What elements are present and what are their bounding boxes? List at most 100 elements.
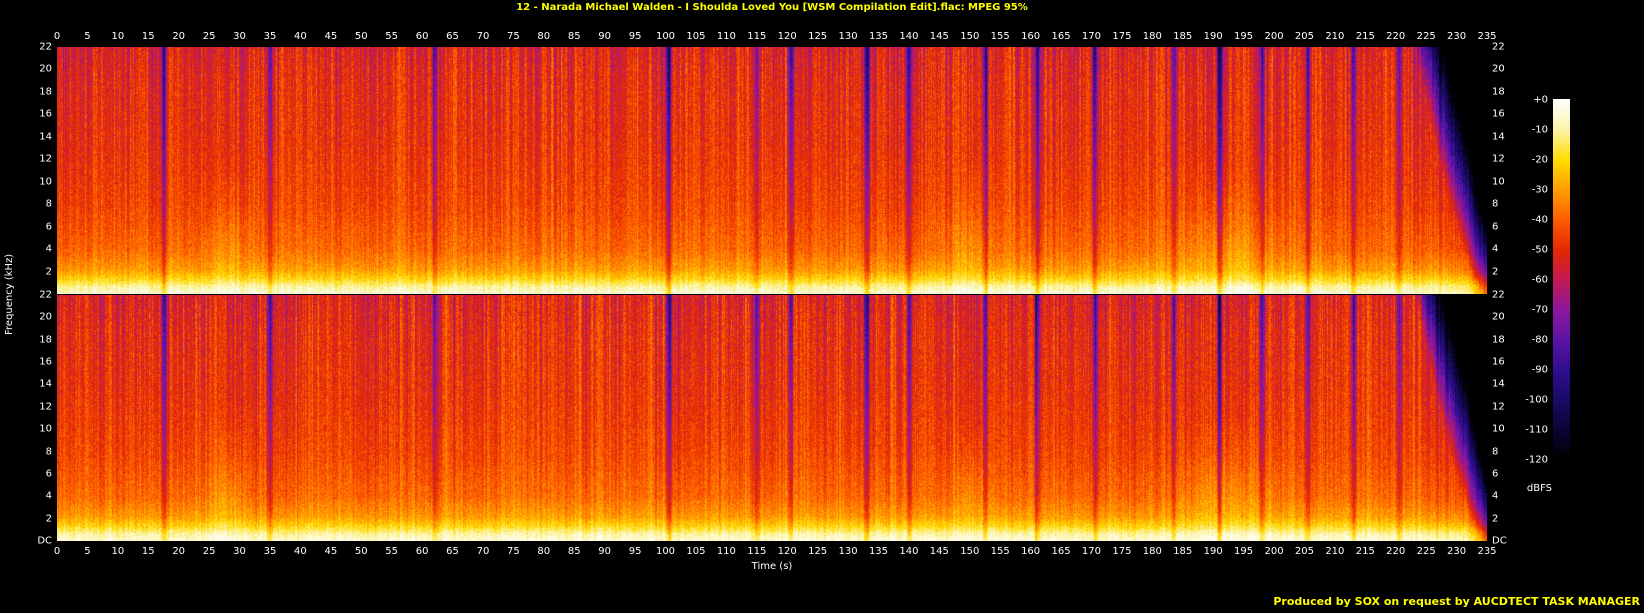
freq-tick-label: 10 bbox=[1492, 423, 1505, 435]
freq-axis-title: Frequency (kHz) bbox=[4, 253, 15, 335]
time-tick-label: 180 bbox=[1142, 31, 1162, 42]
time-tick-label: 60 bbox=[415, 546, 429, 557]
time-tick-label: 85 bbox=[567, 546, 581, 557]
freq-tick-label: 6 bbox=[45, 221, 52, 233]
time-tick-label: 125 bbox=[808, 31, 828, 42]
freq-tick-label: 20 bbox=[1492, 63, 1505, 75]
time-tick-label: 195 bbox=[1234, 546, 1254, 557]
time-tick-label: 220 bbox=[1386, 546, 1406, 557]
time-tick-label: 30 bbox=[233, 546, 246, 557]
freq-tick-label: 18 bbox=[1492, 334, 1505, 346]
time-tick-label: 160 bbox=[1021, 31, 1041, 42]
time-tick-label: 205 bbox=[1294, 546, 1314, 557]
legend-tick-label: -90 bbox=[1531, 364, 1548, 376]
dc-label: DC bbox=[37, 535, 52, 547]
time-tick-label: 235 bbox=[1477, 31, 1497, 42]
time-tick-label: 95 bbox=[628, 546, 642, 557]
time-tick-label: 65 bbox=[446, 546, 459, 557]
freq-tick-label: 8 bbox=[45, 198, 52, 210]
footer-credit: Produced by SOX on request by AUCDTECT T… bbox=[1273, 595, 1640, 608]
time-tick-label: 100 bbox=[655, 546, 676, 557]
time-tick-label: 155 bbox=[990, 31, 1010, 42]
time-tick-label: 10 bbox=[111, 31, 125, 42]
time-tick-label: 185 bbox=[1173, 546, 1193, 557]
time-tick-label: 35 bbox=[263, 31, 277, 42]
time-tick-label: 0 bbox=[53, 546, 61, 557]
freq-tick-label: 6 bbox=[1492, 221, 1499, 233]
legend-tick-label: -50 bbox=[1531, 244, 1548, 256]
time-tick-label: 20 bbox=[172, 31, 186, 42]
time-tick-label: 170 bbox=[1081, 546, 1101, 557]
time-tick-label: 130 bbox=[838, 546, 858, 557]
time-tick-label: 135 bbox=[868, 546, 889, 557]
freq-tick-label: 14 bbox=[1492, 378, 1505, 390]
freq-tick-label: 18 bbox=[1492, 86, 1505, 98]
time-tick-label: 185 bbox=[1173, 31, 1193, 42]
freq-tick-label: 20 bbox=[39, 311, 52, 323]
time-tick-label: 35 bbox=[263, 546, 277, 557]
time-tick-label: 115 bbox=[747, 31, 767, 42]
time-tick-label: 10 bbox=[111, 546, 125, 557]
time-tick-label: 230 bbox=[1447, 546, 1467, 557]
time-tick-label: 195 bbox=[1234, 31, 1254, 42]
time-tick-label: 65 bbox=[446, 31, 459, 42]
freq-tick-label: 2 bbox=[1492, 513, 1499, 525]
time-tick-label: 0 bbox=[53, 31, 61, 42]
freq-tick-label: 8 bbox=[1492, 446, 1499, 458]
time-axis-top: 0 5 10 15 20 25 30 35 40 45 50 55 60 65 70 75 80 85 90 95 10… bbox=[0, 31, 1644, 43]
time-tick-label: 155 bbox=[990, 546, 1010, 557]
time-tick-label: 210 bbox=[1325, 31, 1345, 42]
time-tick-label: 225 bbox=[1416, 31, 1436, 42]
time-tick-label: 190 bbox=[1203, 546, 1223, 557]
legend-tick-label: -40 bbox=[1531, 214, 1548, 226]
time-tick-label: 15 bbox=[141, 31, 155, 42]
freq-tick-label: 12 bbox=[39, 401, 52, 413]
time-tick-label: 125 bbox=[808, 546, 828, 557]
time-tick-label: 45 bbox=[324, 546, 338, 557]
time-tick-label: 30 bbox=[233, 31, 246, 42]
time-tick-label: 95 bbox=[628, 31, 642, 42]
time-tick-label: 90 bbox=[598, 546, 612, 557]
freq-tick-label: 2 bbox=[45, 513, 52, 525]
freq-tick-label: 14 bbox=[39, 378, 52, 390]
time-tick-label: 70 bbox=[476, 546, 490, 557]
time-tick-label: 115 bbox=[747, 546, 767, 557]
time-tick-label: 150 bbox=[960, 546, 980, 557]
time-tick-label: 70 bbox=[476, 31, 490, 42]
time-tick-label: 105 bbox=[686, 31, 706, 42]
time-tick-label: 110 bbox=[716, 546, 736, 557]
time-tick-label: 25 bbox=[202, 546, 216, 557]
time-tick-label: 135 bbox=[868, 31, 889, 42]
time-tick-label: 25 bbox=[202, 31, 216, 42]
time-tick-label: 120 bbox=[777, 31, 797, 42]
time-tick-label: 105 bbox=[686, 546, 706, 557]
title: 12 - Narada Michael Walden - I Shoulda L… bbox=[516, 2, 1028, 13]
freq-tick-label: 22 bbox=[39, 41, 52, 53]
freq-tick-label: 12 bbox=[1492, 153, 1505, 165]
time-tick-label: 55 bbox=[385, 546, 399, 557]
time-tick-label: 120 bbox=[777, 546, 797, 557]
freq-tick-label: 18 bbox=[39, 86, 52, 98]
legend-tick-label: -30 bbox=[1531, 184, 1548, 196]
time-tick-label: 140 bbox=[899, 546, 919, 557]
time-tick-label: 230 bbox=[1447, 31, 1467, 42]
legend-tick-label: -120 bbox=[1525, 454, 1548, 466]
time-tick-label: 110 bbox=[716, 31, 736, 42]
spectrogram-channel-2 bbox=[57, 295, 1487, 541]
freq-tick-label: 16 bbox=[39, 356, 52, 368]
legend-tick-label: +0 bbox=[1533, 94, 1548, 106]
time-tick-label: 225 bbox=[1416, 546, 1436, 557]
freq-tick-label: 2 bbox=[1492, 266, 1499, 278]
time-tick-label: 175 bbox=[1112, 546, 1132, 557]
time-tick-label: 5 bbox=[84, 31, 91, 42]
legend-unit: dBFS bbox=[1526, 483, 1552, 494]
time-tick-label: 235 bbox=[1477, 546, 1497, 557]
time-tick-label: 220 bbox=[1386, 31, 1406, 42]
time-tick-label: 215 bbox=[1355, 546, 1375, 557]
time-tick-label: 150 bbox=[960, 31, 980, 42]
time-tick-label: 140 bbox=[899, 31, 919, 42]
freq-tick-label: 4 bbox=[45, 490, 52, 502]
freq-tick-label: 2 bbox=[45, 266, 52, 278]
time-tick-label: 145 bbox=[929, 31, 949, 42]
time-tick-label: 215 bbox=[1355, 31, 1375, 42]
